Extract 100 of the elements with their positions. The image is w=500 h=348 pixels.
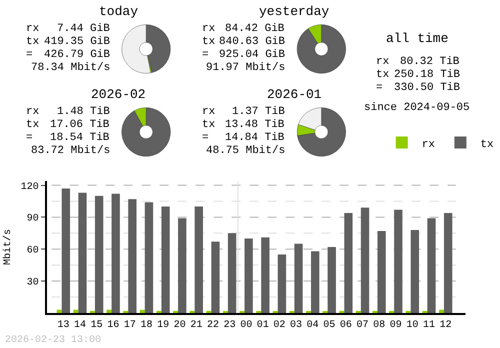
- x-tick-label: 07: [356, 320, 369, 331]
- bar: [410, 230, 420, 313]
- text: tx: [376, 69, 390, 81]
- text: =: [202, 49, 209, 61]
- y-tick-label: 120: [20, 182, 39, 193]
- x-tick-label: 14: [74, 320, 86, 331]
- text: =: [202, 132, 209, 144]
- bar: [344, 212, 353, 313]
- y-tick-label: 90: [26, 214, 39, 225]
- text: rx: [376, 56, 390, 68]
- bar: [278, 254, 286, 313]
- chart-title: 2026-01: [267, 87, 322, 102]
- text: since 2024-09-05: [364, 102, 470, 114]
- text: 925.04 GiB: [219, 49, 286, 61]
- text: 840.63 GiB: [219, 36, 286, 48]
- text: 2026-02-23 13:00: [5, 335, 102, 346]
- text: tx: [26, 119, 40, 131]
- donut-slice: [296, 24, 346, 74]
- donut-slice: [297, 108, 346, 156]
- x-tick-label: 01: [256, 320, 269, 331]
- text: 83.72 Mbit/s: [31, 145, 110, 157]
- text: 91.97 Mbit/s: [206, 62, 286, 74]
- text: 1.37 TiB: [232, 106, 286, 118]
- bar: [78, 192, 87, 313]
- bar: [161, 206, 170, 313]
- text: 419.35 GiB: [44, 36, 110, 48]
- bar: [394, 210, 402, 313]
- y-tick-label: 30: [26, 278, 39, 289]
- bar: [106, 310, 112, 313]
- x-tick-label: 17: [124, 320, 136, 331]
- x-tick-label: 02: [273, 320, 286, 331]
- text: 7.44 GiB: [57, 23, 110, 35]
- text: 14.84 TiB: [225, 132, 285, 144]
- bar: [360, 208, 370, 313]
- bar: [94, 196, 104, 313]
- text: 426.79 GiB: [44, 49, 110, 61]
- x-tick-label: 13: [57, 320, 70, 331]
- bar: [427, 218, 436, 313]
- bar: [178, 218, 186, 313]
- bar: [438, 310, 444, 313]
- bar: [294, 244, 303, 313]
- text: all time: [386, 31, 448, 46]
- chart-title: yesterday: [259, 4, 330, 19]
- bar: [261, 237, 270, 313]
- bar: [444, 212, 452, 313]
- text: rx: [26, 23, 40, 35]
- x-tick-label: 08: [373, 320, 386, 331]
- text: 18.54 TiB: [50, 132, 110, 144]
- text: 1.48 TiB: [57, 106, 110, 118]
- bar: [140, 310, 145, 313]
- text: tx: [26, 36, 40, 48]
- x-tick-label: 20: [174, 320, 186, 331]
- text: rx: [202, 23, 216, 35]
- text: 17.06 TiB: [50, 119, 110, 131]
- text: 80.32 TiB: [400, 56, 460, 68]
- bar: [62, 188, 70, 313]
- x-tick-label: 19: [157, 320, 170, 331]
- y-axis-title: Mbit/s: [2, 228, 14, 266]
- bar: [112, 194, 120, 313]
- text: tx: [202, 119, 216, 131]
- legend-label: tx: [480, 138, 494, 151]
- x-tick-label: 04: [306, 320, 319, 331]
- text: =: [26, 132, 33, 144]
- text: 330.50 TiB: [394, 82, 460, 94]
- x-tick-label: 00: [240, 320, 252, 331]
- chart-title: today: [99, 4, 138, 19]
- text: 13.48 TiB: [225, 119, 285, 131]
- x-tick-label: 06: [340, 320, 352, 331]
- bar: [144, 202, 154, 313]
- x-tick-label: 12: [440, 320, 452, 331]
- text: =: [376, 82, 383, 94]
- bar: [311, 251, 320, 313]
- text: rx: [202, 106, 216, 118]
- x-tick-label: 23: [224, 320, 236, 331]
- text: =: [26, 49, 33, 61]
- bar: [211, 242, 220, 313]
- x-tick-label: 10: [406, 320, 418, 331]
- legend-label: rx: [422, 138, 436, 151]
- text: 78.34 Mbit/s: [31, 62, 110, 74]
- bar: [56, 310, 62, 313]
- text: 84.42 GiB: [225, 23, 285, 35]
- bar: [128, 199, 136, 313]
- bar: [228, 233, 236, 313]
- x-tick-label: 18: [140, 320, 152, 331]
- bar: [194, 206, 203, 313]
- x-tick-label: 09: [390, 320, 402, 331]
- text: 48.75 Mbit/s: [206, 145, 286, 157]
- bar: [328, 247, 336, 313]
- x-tick-label: 03: [290, 320, 302, 331]
- x-tick-label: 16: [107, 320, 120, 331]
- text: rx: [26, 106, 40, 118]
- bar: [73, 310, 78, 313]
- x-tick-label: 11: [423, 320, 436, 331]
- donut-slice: [122, 108, 171, 156]
- x-tick-label: 05: [323, 320, 336, 331]
- y-tick-label: 60: [26, 246, 39, 257]
- x-tick-label: 15: [90, 320, 103, 331]
- x-tick-label: 21: [190, 320, 202, 331]
- x-tick-label: 22: [206, 320, 219, 331]
- text: 250.18 TiB: [394, 69, 460, 81]
